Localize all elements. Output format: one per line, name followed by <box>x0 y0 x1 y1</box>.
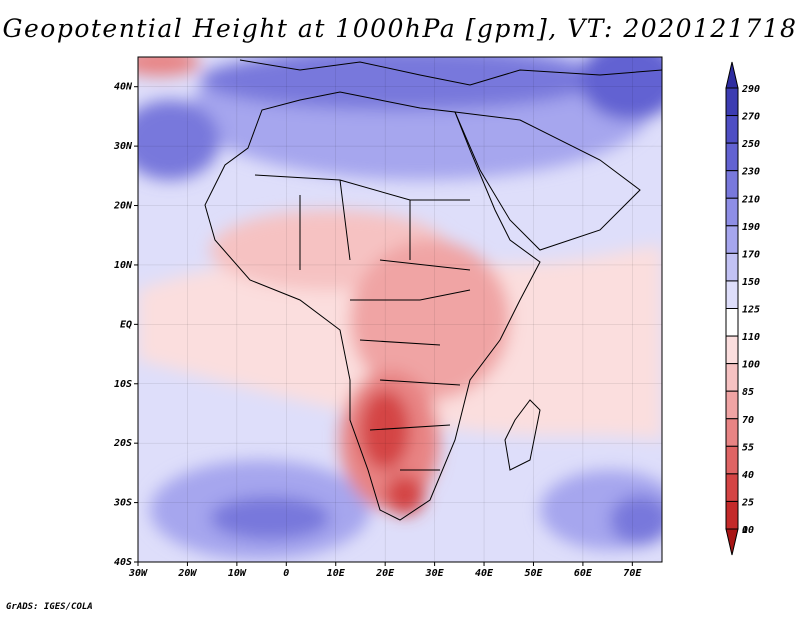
colorbar-segment <box>725 225 739 254</box>
colorbar-label: 290 <box>741 84 760 95</box>
europe-coastline <box>239 59 662 86</box>
colorbar-label: 125 <box>742 305 760 316</box>
map-frame <box>137 56 663 563</box>
field-mediterranean-high <box>200 57 600 110</box>
colorbar-segment <box>725 363 739 392</box>
colorbar-segment <box>725 473 739 502</box>
x-tick-label: 50E <box>524 568 543 579</box>
colorbar-segment <box>725 280 739 309</box>
colorbar-label: 190 <box>742 222 760 233</box>
footer-credit: GrADS: IGES/COLA <box>6 602 93 612</box>
x-tick-label: 20E <box>375 568 395 579</box>
coastlines <box>204 59 662 521</box>
colorbar-label: 85 <box>742 387 754 398</box>
colorbar-label: 100 <box>742 360 760 371</box>
x-tick-label: 20W <box>177 568 197 579</box>
colorbar-segment <box>725 445 739 475</box>
y-tick-label: 40S <box>114 557 132 568</box>
field-nw-low <box>138 57 200 76</box>
x-tick-label: 70E <box>623 568 642 579</box>
colorbar-label: 230 <box>741 167 760 178</box>
colorbar-label: 250 <box>741 139 760 150</box>
colorbar-segment <box>725 87 739 117</box>
colorbar-label: 170 <box>742 249 760 260</box>
x-tick-label: 0 <box>283 568 289 579</box>
y-tick-label: 10S <box>114 379 132 390</box>
colorbar-label: 10 <box>742 525 754 536</box>
colorbar-segment <box>725 308 739 337</box>
colorbar-segment <box>725 390 739 420</box>
y-tick-label: 40N <box>114 82 133 93</box>
chart-title: Geopotential Height at 1000hPa [gpm], VT… <box>2 14 798 43</box>
colorbar-label: 110 <box>742 332 760 343</box>
field-indian-core <box>610 495 662 545</box>
y-tick-label: 30S <box>113 498 132 509</box>
y-tick-label: 10N <box>114 260 133 271</box>
colorbar-label: 210 <box>741 194 760 205</box>
colorbar-segment <box>725 170 739 199</box>
colorbar-label: 40 <box>742 470 754 481</box>
colorbar-segment <box>725 252 739 282</box>
colorbar-segment <box>725 197 739 227</box>
field-kalahari-low <box>360 390 410 470</box>
colorbar: 2902702502302101901701501251101008570554… <box>725 61 760 556</box>
colorbar-label: 55 <box>742 442 754 453</box>
colorbar-segment <box>725 500 739 530</box>
field-cape-low <box>385 475 425 515</box>
colorbar-label: 150 <box>742 277 760 288</box>
madagascar-coastline <box>504 399 541 471</box>
x-tick-label: 30E <box>425 568 445 579</box>
country-borders <box>254 174 471 471</box>
colorbar-label: 270 <box>741 112 760 123</box>
y-tick-label: 20S <box>113 438 132 449</box>
arabia-coastline <box>454 111 641 251</box>
x-tick-label: 10E <box>327 568 346 579</box>
field-azores-high <box>138 100 220 180</box>
x-tick-label: 10W <box>228 568 247 579</box>
grid-lines <box>138 57 662 562</box>
y-tick-label: 20N <box>113 201 133 212</box>
x-tick-label: 40E <box>475 568 494 579</box>
field-central-low <box>350 240 510 400</box>
colorbar-segment <box>725 418 739 447</box>
x-tick-label: 30W <box>128 568 148 579</box>
x-tick-label: 60E <box>574 568 593 579</box>
y-axis-ticks: 40N 30N 20N 10N EQ 10S 20S 30S 40S <box>113 82 138 568</box>
y-tick-label: 30N <box>113 141 133 152</box>
africa-coastline <box>204 91 541 521</box>
map-field <box>138 57 662 562</box>
colorbar-top-triangle <box>725 61 739 89</box>
colorbar-bottom-triangle <box>725 528 739 556</box>
colorbar-segment <box>725 335 739 365</box>
y-tick-label: EQ <box>120 319 132 330</box>
x-axis-ticks: 30W 20W 10W 0 10E 20E 30E 40E 50E 60E 70E <box>128 562 642 579</box>
colorbar-label: 70 <box>742 415 754 426</box>
colorbar-label: 25 <box>741 497 754 508</box>
field-atlantic-core <box>210 496 330 540</box>
colorbar-segment <box>725 115 739 144</box>
colorbar-label: 0 <box>742 525 748 536</box>
colorbar-segment <box>725 142 739 172</box>
field-asia-high <box>580 57 662 120</box>
